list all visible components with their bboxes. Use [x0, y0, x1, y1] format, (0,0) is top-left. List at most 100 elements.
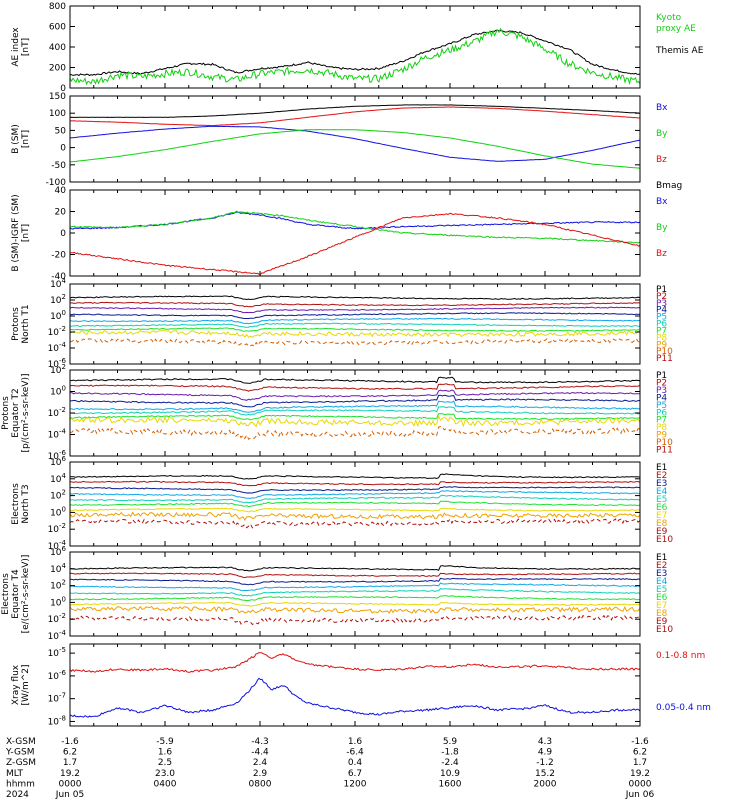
y-tick-label: 10-8 [48, 714, 66, 727]
y-tick-label: 10-2 [48, 325, 66, 338]
legend-entry: 0.05-0.4 nm [656, 703, 711, 713]
x-row-label: Z-GSM [6, 758, 36, 768]
pe-channel-5 [70, 400, 640, 413]
en-channel-3 [69, 486, 641, 494]
panel-bsm: -100 -50 0 50 100 150 B (SM) [nT] Bx By Bz Bmag [11, 92, 682, 191]
pe-channel-2 [69, 383, 641, 392]
en-channel-6 [69, 500, 641, 508]
legend-entry: Bx [656, 103, 668, 113]
legend-entry: By [656, 129, 668, 139]
dbsm-series-blue [69, 211, 641, 230]
legend-entry: E1 [656, 553, 667, 563]
y-axis-label: [e/(cm²-s-sr-keV)] [21, 555, 31, 634]
legend-entry: E10 [656, 535, 673, 545]
ae-series-green [69, 27, 641, 86]
x-tick-label: Jun 05 [55, 790, 84, 800]
y-tick-label: 102 [50, 579, 66, 592]
legend-entry: E8 [656, 609, 668, 619]
pe-channel-8 [69, 414, 641, 428]
y-tick-label: 200 [49, 64, 66, 74]
bsm-series-black [69, 104, 640, 118]
ee-channel-2 [69, 572, 641, 579]
x-tick-label: 1600 [439, 779, 462, 789]
y-tick-label: -100 [46, 178, 67, 188]
y-tick-label: 102 [50, 489, 66, 502]
x-tick-label: 5.9 [443, 737, 458, 747]
y-tick-label: 104 [50, 472, 66, 485]
legend-entry: 0.1-0.8 nm [656, 651, 705, 661]
legend-entry: P4 [656, 393, 667, 403]
legend-entry: E7 [656, 511, 667, 521]
legend-entry: P10 [656, 347, 673, 357]
x-tick-label: 0000 [629, 779, 652, 789]
pe-channel-4 [69, 394, 641, 408]
legend-entry: P1 [656, 285, 667, 295]
dbsm-series-red [70, 212, 641, 275]
x-tick-label: 2000 [534, 779, 557, 789]
y-tick-label: 0 [60, 229, 66, 239]
legend-entry: E4 [656, 487, 668, 497]
y-tick-label: 600 [49, 23, 66, 33]
pn-channel-6 [69, 322, 640, 328]
legend-entry: E5 [656, 585, 667, 595]
en-channel-1 [69, 473, 641, 480]
x-row-label: Y-GSM [5, 748, 34, 758]
legend-entry: E4 [656, 577, 668, 587]
legend-entry: P11 [656, 354, 673, 364]
y-tick-label: 10-2 [48, 612, 66, 625]
en-channel-8 [69, 511, 641, 521]
x-tick-label: -2.4 [441, 758, 459, 768]
ee-channel-8 [69, 605, 641, 614]
en-channel-7 [69, 507, 641, 513]
y-tick-label: -20 [51, 251, 66, 261]
x-tick-label: 1.6 [348, 737, 363, 747]
ee-channel-7 [70, 601, 641, 607]
legend-entry: E6 [656, 503, 668, 513]
y-tick-label: 10-4 [48, 629, 67, 642]
x-tick-label: 4.9 [538, 748, 553, 758]
x-tick-label: -4.4 [251, 748, 269, 758]
bsm-series-blue [69, 125, 641, 162]
legend-entry: P5 [656, 401, 667, 411]
x-tick-label: -1.6 [61, 737, 79, 747]
legend-entry: Bz [656, 155, 667, 165]
legend-entry: P10 [656, 438, 673, 448]
legend-entry: E9 [656, 617, 668, 627]
y-tick-label: 100 [50, 309, 66, 322]
x-tick-label: 4.3 [538, 737, 552, 747]
pn-channel-3 [69, 306, 641, 314]
x-row-label: 2024 [6, 790, 29, 800]
y-axis-label: [p/(cm²-s-sr-keV)] [21, 374, 31, 453]
y-axis-label: B (SM)-IGRF (SM) [11, 194, 21, 271]
y-tick-label: 100 [50, 385, 66, 398]
x-tick-label: -6.4 [346, 748, 364, 758]
legend-entry: P7 [656, 326, 667, 336]
pn-channel-9 [69, 337, 641, 348]
y-axis-label: Equator T4 [11, 569, 21, 619]
x-tick-label: 15.2 [535, 769, 555, 779]
y-axis-label: Protons [1, 396, 11, 430]
x-tick-label: 19.2 [630, 769, 650, 779]
legend-entry: P6 [656, 320, 667, 330]
x-tick-label: 1.6 [158, 748, 173, 758]
ee-channel-6 [69, 595, 640, 602]
y-tick-label: 100 [50, 505, 66, 518]
legend-entry: By [656, 223, 668, 233]
y-axis-label: Electrons [1, 573, 11, 615]
legend-entry: E8 [656, 519, 668, 529]
legend-entry: P1 [656, 371, 667, 381]
x-tick-label: -5.9 [156, 737, 174, 747]
legend-entry: P8 [656, 423, 667, 433]
y-tick-label: 10-7 [48, 692, 66, 705]
pe-channel-1 [69, 376, 641, 384]
x-tick-label: -1.2 [536, 758, 554, 768]
y-axis-label: Protons [11, 307, 21, 341]
x-tick-label: 6.2 [63, 748, 77, 758]
y-tick-label: 10-4 [48, 428, 67, 441]
y-tick-label: 150 [49, 92, 66, 102]
xray-series-blue [69, 677, 641, 718]
legend-entry: Themis AE [655, 46, 704, 56]
x-tick-label: -4.3 [251, 737, 269, 747]
ae-series-black [69, 29, 641, 77]
